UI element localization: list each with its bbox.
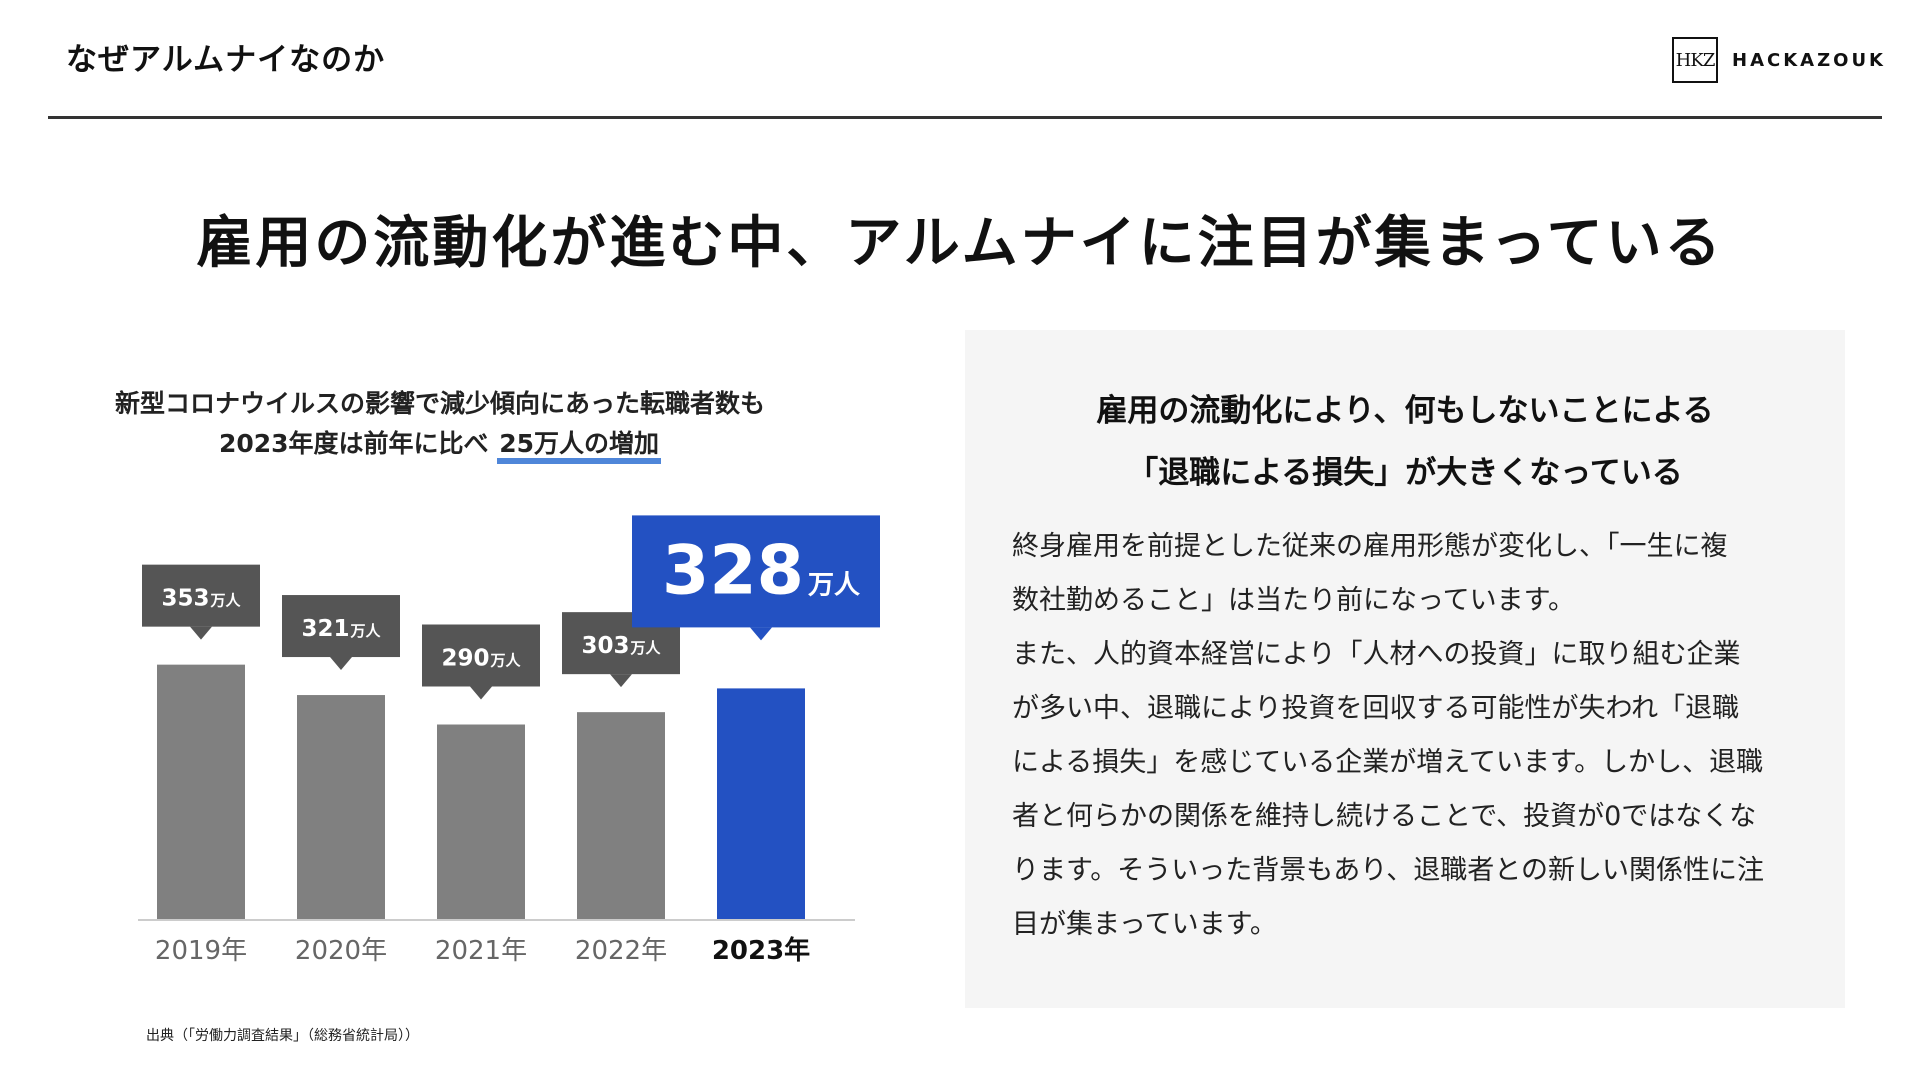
page-header-title: なぜアルムナイなのか [66, 42, 386, 78]
main-headline: 雇用の流動化が進む中、アルムナイに注目が集まっている [196, 211, 1724, 276]
bar [717, 688, 805, 920]
panel-body-line: 数社勤めること」は当たり前になっています。 [1012, 585, 1575, 616]
logo-text: HACKAZOUK [1732, 49, 1887, 71]
panel-body-line: 終身雇用を前提とした従来の雇用形態が変化し、「一生に複 [1012, 531, 1728, 562]
bar-value-label: 290万人 [441, 646, 521, 672]
bar-label-pointer [190, 626, 212, 640]
panel-body-line: 者と何らかの関係を維持し続けることで、投資が0ではなくな [1012, 801, 1757, 832]
chart-subtitle: 新型コロナウイルスの影響で減少傾向にあった転職者数も 2023年度は前年に比べ … [80, 384, 800, 464]
hackazouk-logo[interactable]: HKZ HACKAZOUK [1672, 34, 1886, 86]
bar-value-label: 321万人 [301, 616, 381, 642]
bar [297, 695, 385, 920]
explanation-panel: 雇用の流動化により、何もしないことによる 「退職による損失」が大きくなっている … [965, 330, 1845, 1008]
panel-body-line: 目が集まっています。 [1012, 909, 1277, 940]
bar-label-box [422, 624, 540, 687]
bar-value-label: 353万人 [161, 586, 241, 612]
panel-title-line1: 雇用の流動化により、何もしないことによる [1096, 393, 1714, 429]
panel-title: 雇用の流動化により、何もしないことによる 「退職による損失」が大きくなっている [965, 380, 1845, 504]
x-tick-label: 2021年 [435, 936, 527, 966]
panel-body-line: が多い中、退職により投資を回収する可能性が失われ「退職 [1012, 693, 1740, 724]
header-divider [48, 116, 1882, 119]
panel-body-line: ります。そういった背景もあり、退職者との新しい関係性に注 [1012, 855, 1764, 886]
bar-value-label: 328 万人 [662, 531, 860, 610]
logo-mark: HKZ [1672, 37, 1718, 83]
panel-body: 終身雇用を前提とした従来の雇用形態が変化し、「一生に複 数社勤めること」は当たり… [1012, 520, 1802, 952]
bar-label-pointer [470, 686, 492, 700]
job-changers-bar-chart: 353万人 2019年 321万人 2020年 290万人 2021年 303万人 2022年… [138, 515, 880, 966]
bar-label-pointer [330, 657, 352, 671]
x-tick-label: 2020年 [295, 936, 387, 966]
chart-subtitle-prefix: 2023年度は前年に比べ [218, 429, 498, 458]
panel-body-line: による損失」を感じている企業が増えています。しかし、退職 [1012, 747, 1764, 778]
x-tick-label: 2023年 [712, 935, 810, 966]
chart-source: 出典（「労働力調査結果」（総務省統計局）） [146, 1028, 419, 1044]
bar-label-box [282, 595, 400, 658]
bar [577, 712, 665, 920]
bar-label-pointer [750, 627, 772, 641]
panel-title-line2: 「退職による損失」が大きくなっている [1127, 455, 1683, 491]
x-tick-label: 2019年 [155, 936, 247, 966]
panel-body-line: また、人的資本経営により「人材への投資」に取り組む企業 [1012, 639, 1741, 670]
bar-label-box [142, 564, 260, 627]
bar-label-pointer [610, 674, 632, 688]
chart-subtitle-highlight: 25万人の増加 [497, 429, 662, 464]
chart-subtitle-line1: 新型コロナウイルスの影響で減少傾向にあった転職者数も [114, 389, 765, 418]
bar-value-label: 303万人 [581, 633, 661, 659]
bar [437, 724, 525, 920]
bar [157, 664, 245, 920]
chart-subtitle-line2: 2023年度は前年に比べ 25万人の増加 [80, 424, 800, 464]
x-tick-label: 2022年 [575, 936, 667, 966]
bar-label-box [632, 515, 880, 628]
